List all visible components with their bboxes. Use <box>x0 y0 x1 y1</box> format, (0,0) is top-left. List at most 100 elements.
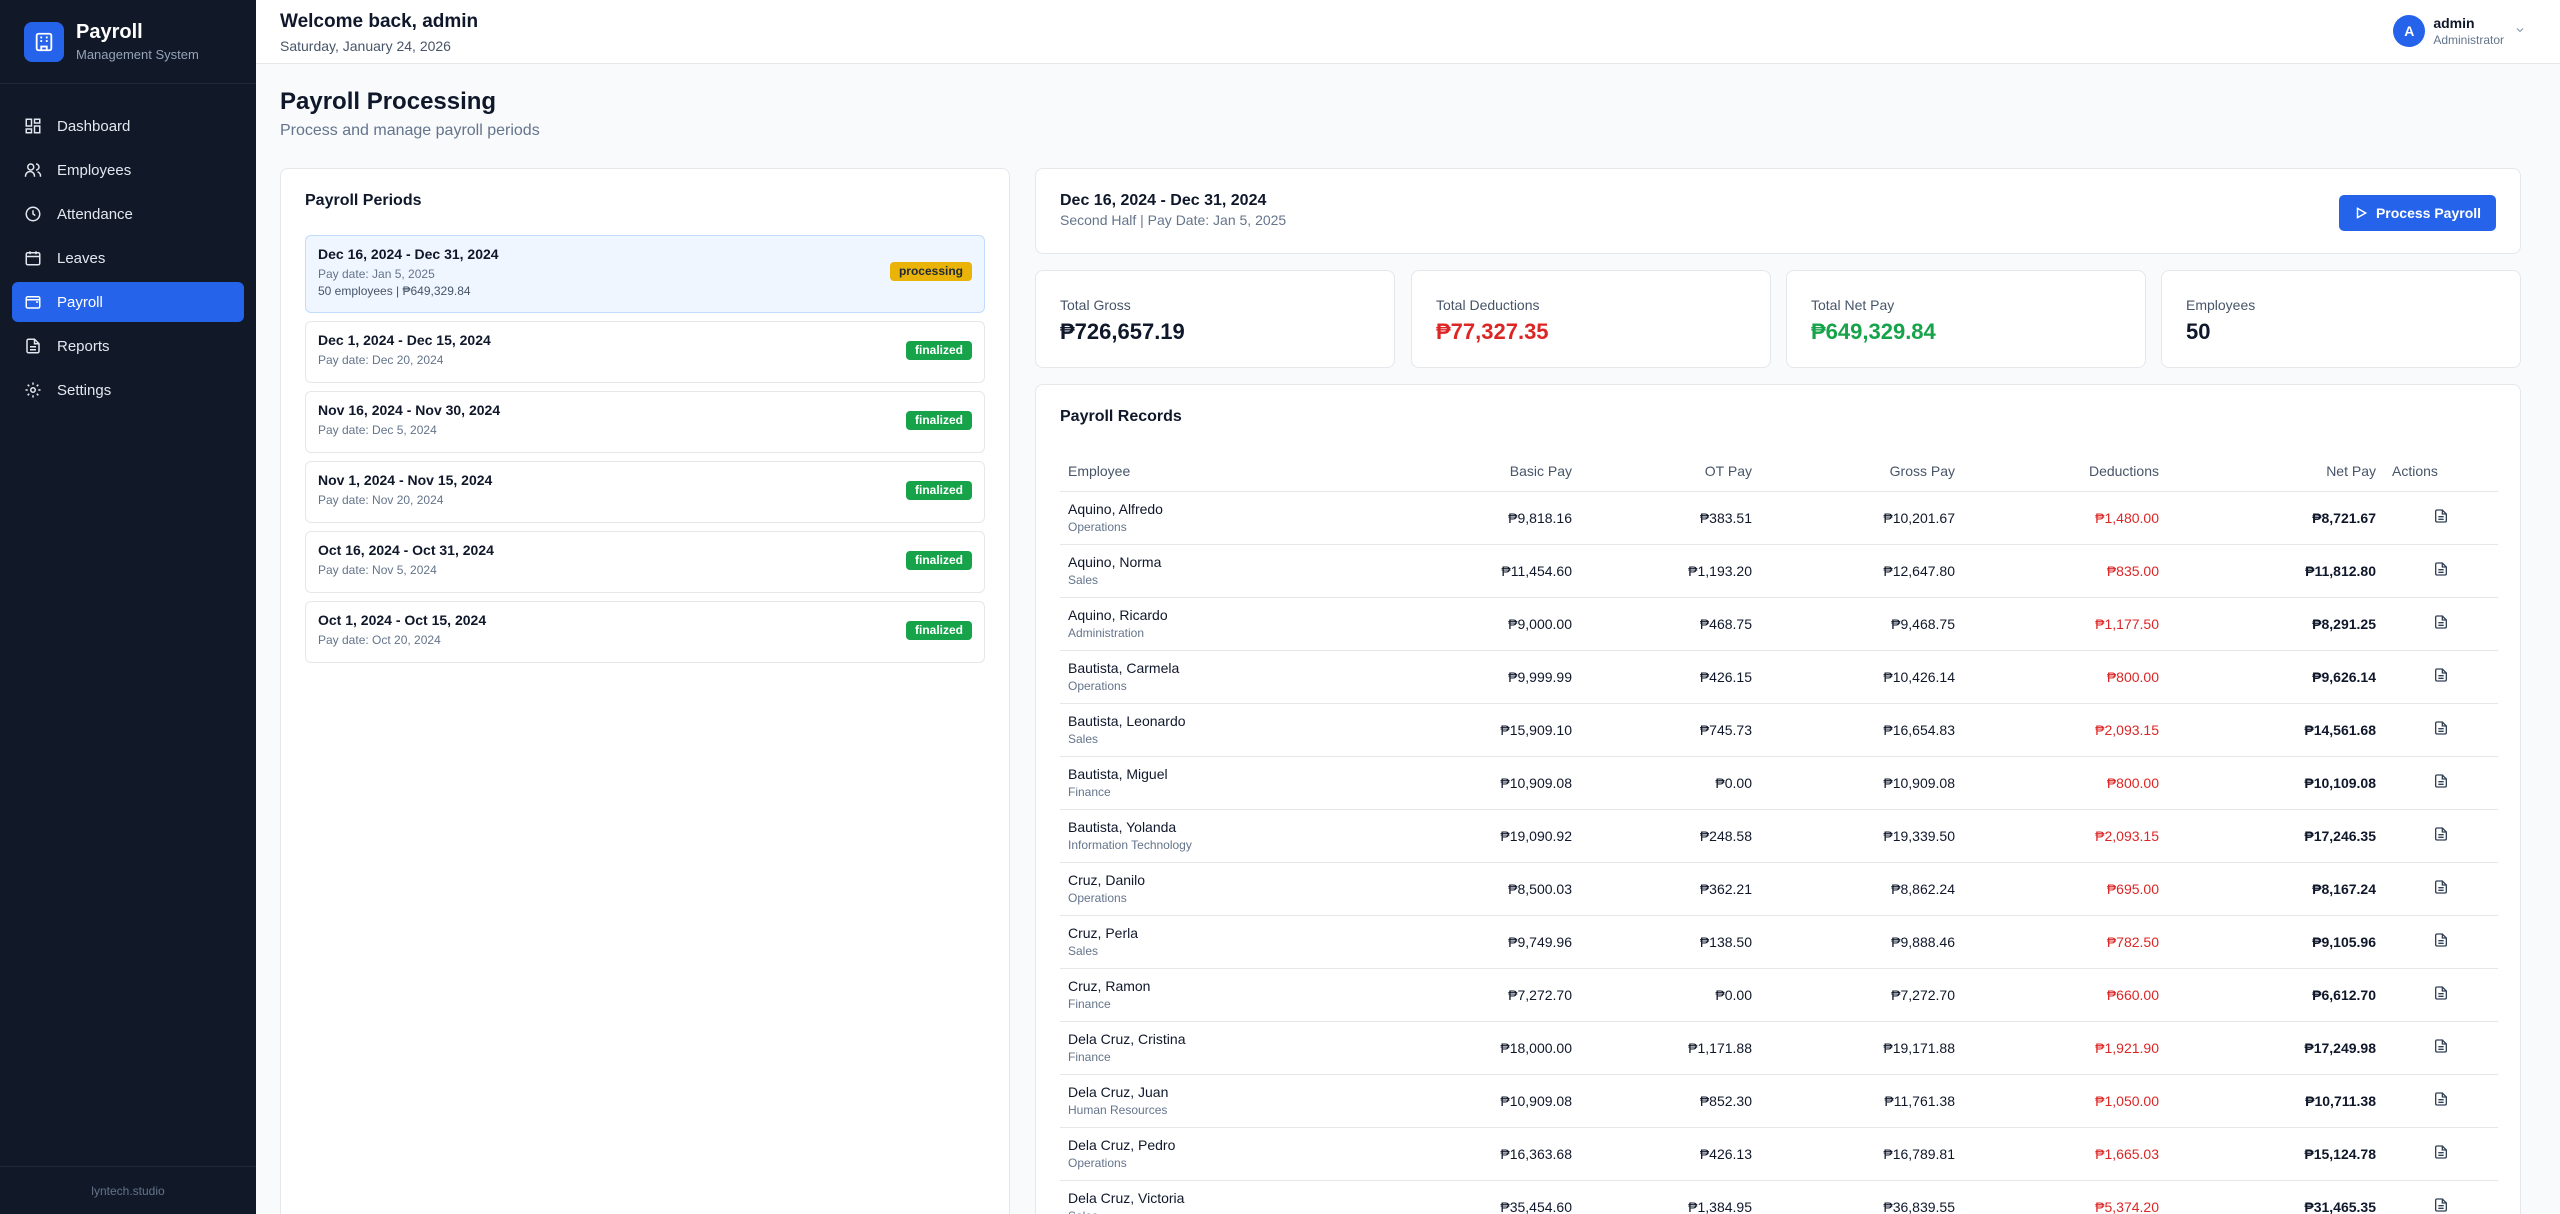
period-name: Dec 16, 2024 - Dec 31, 2024 <box>318 246 499 262</box>
stat-label: Employees <box>2186 297 2256 313</box>
employee-name: Cruz, Ramon <box>1068 978 1151 994</box>
cell-net-pay: ₱11,812.80 <box>2167 544 2384 598</box>
cell-gross-pay: ₱9,888.46 <box>1760 915 1963 969</box>
payslip-icon[interactable] <box>2433 720 2449 736</box>
selected-period-subtitle: Second Half | Pay Date: Jan 5, 2025 <box>1060 212 1287 228</box>
cell-gross-pay: ₱9,468.75 <box>1760 597 1963 651</box>
payslip-icon[interactable] <box>2433 1197 2449 1213</box>
calendar-icon <box>24 249 42 267</box>
payslip-icon[interactable] <box>2433 985 2449 1001</box>
payslip-icon[interactable] <box>2433 826 2449 842</box>
gear-icon <box>24 381 42 399</box>
period-item[interactable]: Dec 1, 2024 - Dec 15, 2024 Pay date: Dec… <box>305 321 985 383</box>
cell-ot-pay: ₱0.00 <box>1580 968 1760 1022</box>
period-pay-date: Pay date: Jan 5, 2025 <box>318 267 435 281</box>
sidebar-item-employees[interactable]: Employees <box>12 150 244 190</box>
employee-name: Cruz, Danilo <box>1068 872 1146 888</box>
cell-actions <box>2384 491 2498 545</box>
cell-ot-pay: ₱1,384.95 <box>1580 1180 1760 1214</box>
payslip-icon[interactable] <box>2433 508 2449 524</box>
cell-employee: Bautista, Yolanda Information Technology <box>1060 809 1390 863</box>
cell-gross-pay: ₱11,761.38 <box>1760 1074 1963 1128</box>
stat-total-net-pay: Total Net Pay ₱649,329.84 <box>1786 270 2146 368</box>
cell-employee: Bautista, Leonardo Sales <box>1060 703 1390 757</box>
user-menu[interactable]: A admin Administrator <box>2393 15 2526 47</box>
period-pay-date: Pay date: Dec 5, 2024 <box>318 423 437 437</box>
sidebar-item-payroll[interactable]: Payroll <box>12 282 244 322</box>
sidebar-item-settings[interactable]: Settings <box>12 370 244 410</box>
payslip-icon[interactable] <box>2433 773 2449 789</box>
payslip-icon[interactable] <box>2433 1144 2449 1160</box>
table-row: Cruz, Danilo Operations ₱8,500.03 ₱362.21 ₱8… <box>1060 862 2498 916</box>
period-pay-date: Pay date: Dec 20, 2024 <box>318 353 444 367</box>
payslip-icon[interactable] <box>2433 614 2449 630</box>
cell-actions <box>2384 1021 2498 1075</box>
cell-ot-pay: ₱0.00 <box>1580 756 1760 810</box>
current-date: Saturday, January 24, 2026 <box>280 38 451 54</box>
employee-department: Human Resources <box>1068 1103 1168 1117</box>
cell-actions <box>2384 650 2498 704</box>
sidebar-item-leaves[interactable]: Leaves <box>12 238 244 278</box>
payroll-records-table: Employee Basic Pay OT Pay Gross Pay Dedu… <box>1060 451 2498 1214</box>
sidebar-item-label: Settings <box>57 381 112 399</box>
stat-total-deductions: Total Deductions ₱77,327.35 <box>1411 270 1771 368</box>
table-row: Dela Cruz, Pedro Operations ₱16,363.68 ₱426… <box>1060 1127 2498 1181</box>
stat-label: Total Deductions <box>1436 297 1540 313</box>
cell-ot-pay: ₱248.58 <box>1580 809 1760 863</box>
cell-basic-pay: ₱15,909.10 <box>1390 703 1580 757</box>
status-badge: finalized <box>905 551 972 570</box>
sidebar-item-reports[interactable]: Reports <box>12 326 244 366</box>
sidebar-item-label: Dashboard <box>57 117 131 135</box>
employee-department: Operations <box>1068 679 1127 693</box>
employee-name: Aquino, Ricardo <box>1068 607 1168 623</box>
table-row: Bautista, Carmela Operations ₱9,999.99 ₱426… <box>1060 650 2498 704</box>
cell-deductions: ₱1,921.90 <box>1963 1021 2167 1075</box>
cell-employee: Aquino, Alfredo Operations <box>1060 491 1390 545</box>
brand-subtitle: Management System <box>76 47 199 62</box>
payslip-icon[interactable] <box>2433 879 2449 895</box>
period-name: Oct 16, 2024 - Oct 31, 2024 <box>318 542 494 558</box>
cell-ot-pay: ₱1,171.88 <box>1580 1021 1760 1075</box>
payslip-icon[interactable] <box>2433 667 2449 683</box>
period-item[interactable]: Nov 1, 2024 - Nov 15, 2024 Pay date: Nov… <box>305 461 985 523</box>
cell-gross-pay: ₱19,339.50 <box>1760 809 1963 863</box>
period-item[interactable]: Nov 16, 2024 - Nov 30, 2024 Pay date: De… <box>305 391 985 453</box>
period-item[interactable]: Oct 1, 2024 - Oct 15, 2024 Pay date: Oct… <box>305 601 985 663</box>
cell-employee: Cruz, Perla Sales <box>1060 915 1390 969</box>
cell-basic-pay: ₱7,272.70 <box>1390 968 1580 1022</box>
period-item[interactable]: Oct 16, 2024 - Oct 31, 2024 Pay date: No… <box>305 531 985 593</box>
cell-gross-pay: ₱8,862.24 <box>1760 862 1963 916</box>
wallet-icon <box>24 293 42 311</box>
cell-basic-pay: ₱18,000.00 <box>1390 1021 1580 1075</box>
sidebar-item-label: Leaves <box>57 249 106 267</box>
payslip-icon[interactable] <box>2433 1038 2449 1054</box>
payslip-icon[interactable] <box>2433 932 2449 948</box>
sidebar-item-attendance[interactable]: Attendance <box>12 194 244 234</box>
cell-basic-pay: ₱10,909.08 <box>1390 1074 1580 1128</box>
cell-deductions: ₱1,665.03 <box>1963 1127 2167 1181</box>
employee-name: Dela Cruz, Pedro <box>1068 1137 1176 1153</box>
process-payroll-button[interactable]: Process Payroll <box>2339 195 2496 231</box>
cell-ot-pay: ₱138.50 <box>1580 915 1760 969</box>
period-item[interactable]: Dec 16, 2024 - Dec 31, 2024 Pay date: Ja… <box>305 235 985 313</box>
cell-ot-pay: ₱426.13 <box>1580 1127 1760 1181</box>
stat-value: ₱649,329.84 <box>1811 319 1936 344</box>
cell-net-pay: ₱17,246.35 <box>2167 809 2384 863</box>
cell-employee: Dela Cruz, Cristina Finance <box>1060 1021 1390 1075</box>
table-row: Aquino, Ricardo Administration ₱9,000.00 ₱4… <box>1060 597 2498 651</box>
cell-net-pay: ₱8,721.67 <box>2167 491 2384 545</box>
payslip-icon[interactable] <box>2433 1091 2449 1107</box>
col-actions: Actions <box>2384 451 2498 492</box>
period-pay-date: Pay date: Nov 20, 2024 <box>318 493 444 507</box>
period-pay-date: Pay date: Oct 20, 2024 <box>318 633 441 647</box>
employee-department: Operations <box>1068 1156 1127 1170</box>
periods-title: Payroll Periods <box>305 192 422 209</box>
status-badge: finalized <box>905 411 972 430</box>
payslip-icon[interactable] <box>2433 561 2449 577</box>
cell-employee: Aquino, Ricardo Administration <box>1060 597 1390 651</box>
col-ot-pay: OT Pay <box>1580 451 1760 492</box>
cell-employee: Cruz, Ramon Finance <box>1060 968 1390 1022</box>
sidebar-item-dashboard[interactable]: Dashboard <box>12 106 244 146</box>
avatar: A <box>2393 15 2426 47</box>
employee-department: Sales <box>1068 732 1099 746</box>
